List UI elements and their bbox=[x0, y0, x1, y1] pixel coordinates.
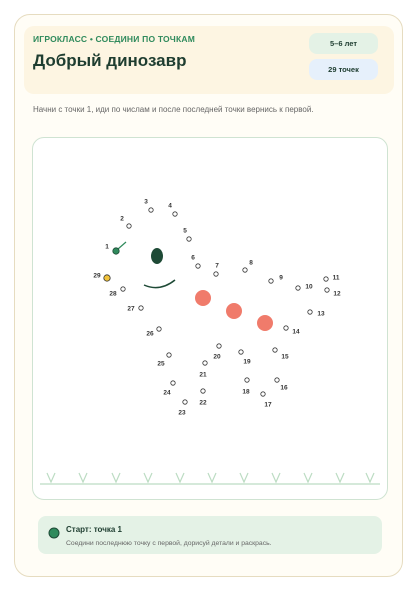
dot-label: 24 bbox=[163, 390, 171, 397]
dot-label: 4 bbox=[168, 203, 172, 210]
footer-text: Соедини последнюю точку с первой, дорису… bbox=[66, 540, 272, 547]
grass bbox=[40, 472, 380, 485]
dot-label: 16 bbox=[280, 385, 288, 392]
dot bbox=[272, 347, 278, 353]
drawing-frame bbox=[32, 137, 388, 500]
dot-label: 5 bbox=[183, 228, 187, 235]
dot-label: 22 bbox=[199, 400, 207, 407]
title: Добрый динозавр bbox=[33, 51, 187, 70]
dot bbox=[244, 377, 250, 383]
dot bbox=[186, 236, 192, 242]
dot bbox=[260, 391, 266, 397]
footer bbox=[38, 516, 382, 554]
dot bbox=[295, 285, 301, 291]
spot bbox=[226, 303, 242, 319]
spot bbox=[195, 290, 211, 306]
dot bbox=[202, 360, 208, 366]
dot bbox=[112, 247, 120, 255]
dot-label: 1 bbox=[105, 244, 109, 251]
dot-label: 7 bbox=[215, 263, 219, 270]
dot bbox=[120, 286, 126, 292]
dot bbox=[238, 349, 244, 355]
dot-label: 27 bbox=[127, 306, 135, 313]
dot bbox=[213, 271, 219, 277]
dot-label: 6 bbox=[191, 255, 195, 262]
dot bbox=[195, 263, 201, 269]
dot bbox=[274, 377, 280, 383]
dot bbox=[138, 305, 144, 311]
dot-label: 15 bbox=[281, 354, 289, 361]
smile bbox=[143, 279, 176, 289]
dot-label: 10 bbox=[305, 284, 313, 291]
dot bbox=[268, 278, 274, 284]
instruction: Начни с точки 1, иди по числам и после п… bbox=[33, 105, 314, 114]
dot-label: 12 bbox=[333, 291, 341, 298]
dot bbox=[182, 399, 188, 405]
dot-label: 3 bbox=[144, 199, 148, 206]
dot-label: 9 bbox=[279, 275, 283, 282]
dot-label: 28 bbox=[109, 291, 117, 298]
dot bbox=[103, 274, 111, 282]
dot bbox=[126, 223, 132, 229]
spot bbox=[257, 315, 273, 331]
dot bbox=[172, 211, 178, 217]
age-badge: 5–6 лет bbox=[309, 33, 378, 54]
dot bbox=[323, 276, 329, 282]
dot-label: 23 bbox=[178, 410, 186, 417]
dot-label: 11 bbox=[333, 275, 340, 282]
dot bbox=[148, 207, 154, 213]
dot-label: 2 bbox=[120, 216, 124, 223]
dot-label: 14 bbox=[292, 329, 300, 336]
dot bbox=[156, 326, 162, 332]
dot-label: 19 bbox=[243, 359, 251, 366]
dot bbox=[242, 267, 248, 273]
eye bbox=[151, 248, 163, 264]
start-icon bbox=[48, 527, 60, 539]
dot-label: 21 bbox=[199, 372, 207, 379]
dot-label: 13 bbox=[317, 311, 325, 318]
dot bbox=[170, 380, 176, 386]
dot bbox=[324, 287, 330, 293]
dot bbox=[166, 352, 172, 358]
dot bbox=[200, 388, 206, 394]
kicker: ИГРОКЛАСС • СОЕДИНИ ПО ТОЧКАМ bbox=[33, 34, 195, 44]
dot-label: 29 bbox=[93, 273, 101, 280]
footer-title: Старт: точка 1 bbox=[66, 525, 122, 534]
count-badge: 29 точек bbox=[309, 59, 378, 80]
dot-label: 17 bbox=[264, 402, 272, 409]
dot bbox=[307, 309, 313, 315]
dot-label: 25 bbox=[157, 361, 165, 368]
dot-label: 26 bbox=[146, 331, 154, 338]
dot-label: 8 bbox=[249, 260, 253, 267]
start-arrow bbox=[117, 241, 127, 250]
dot-label: 18 bbox=[242, 389, 250, 396]
dot bbox=[216, 343, 222, 349]
dot bbox=[283, 325, 289, 331]
dot-label: 20 bbox=[213, 354, 221, 361]
